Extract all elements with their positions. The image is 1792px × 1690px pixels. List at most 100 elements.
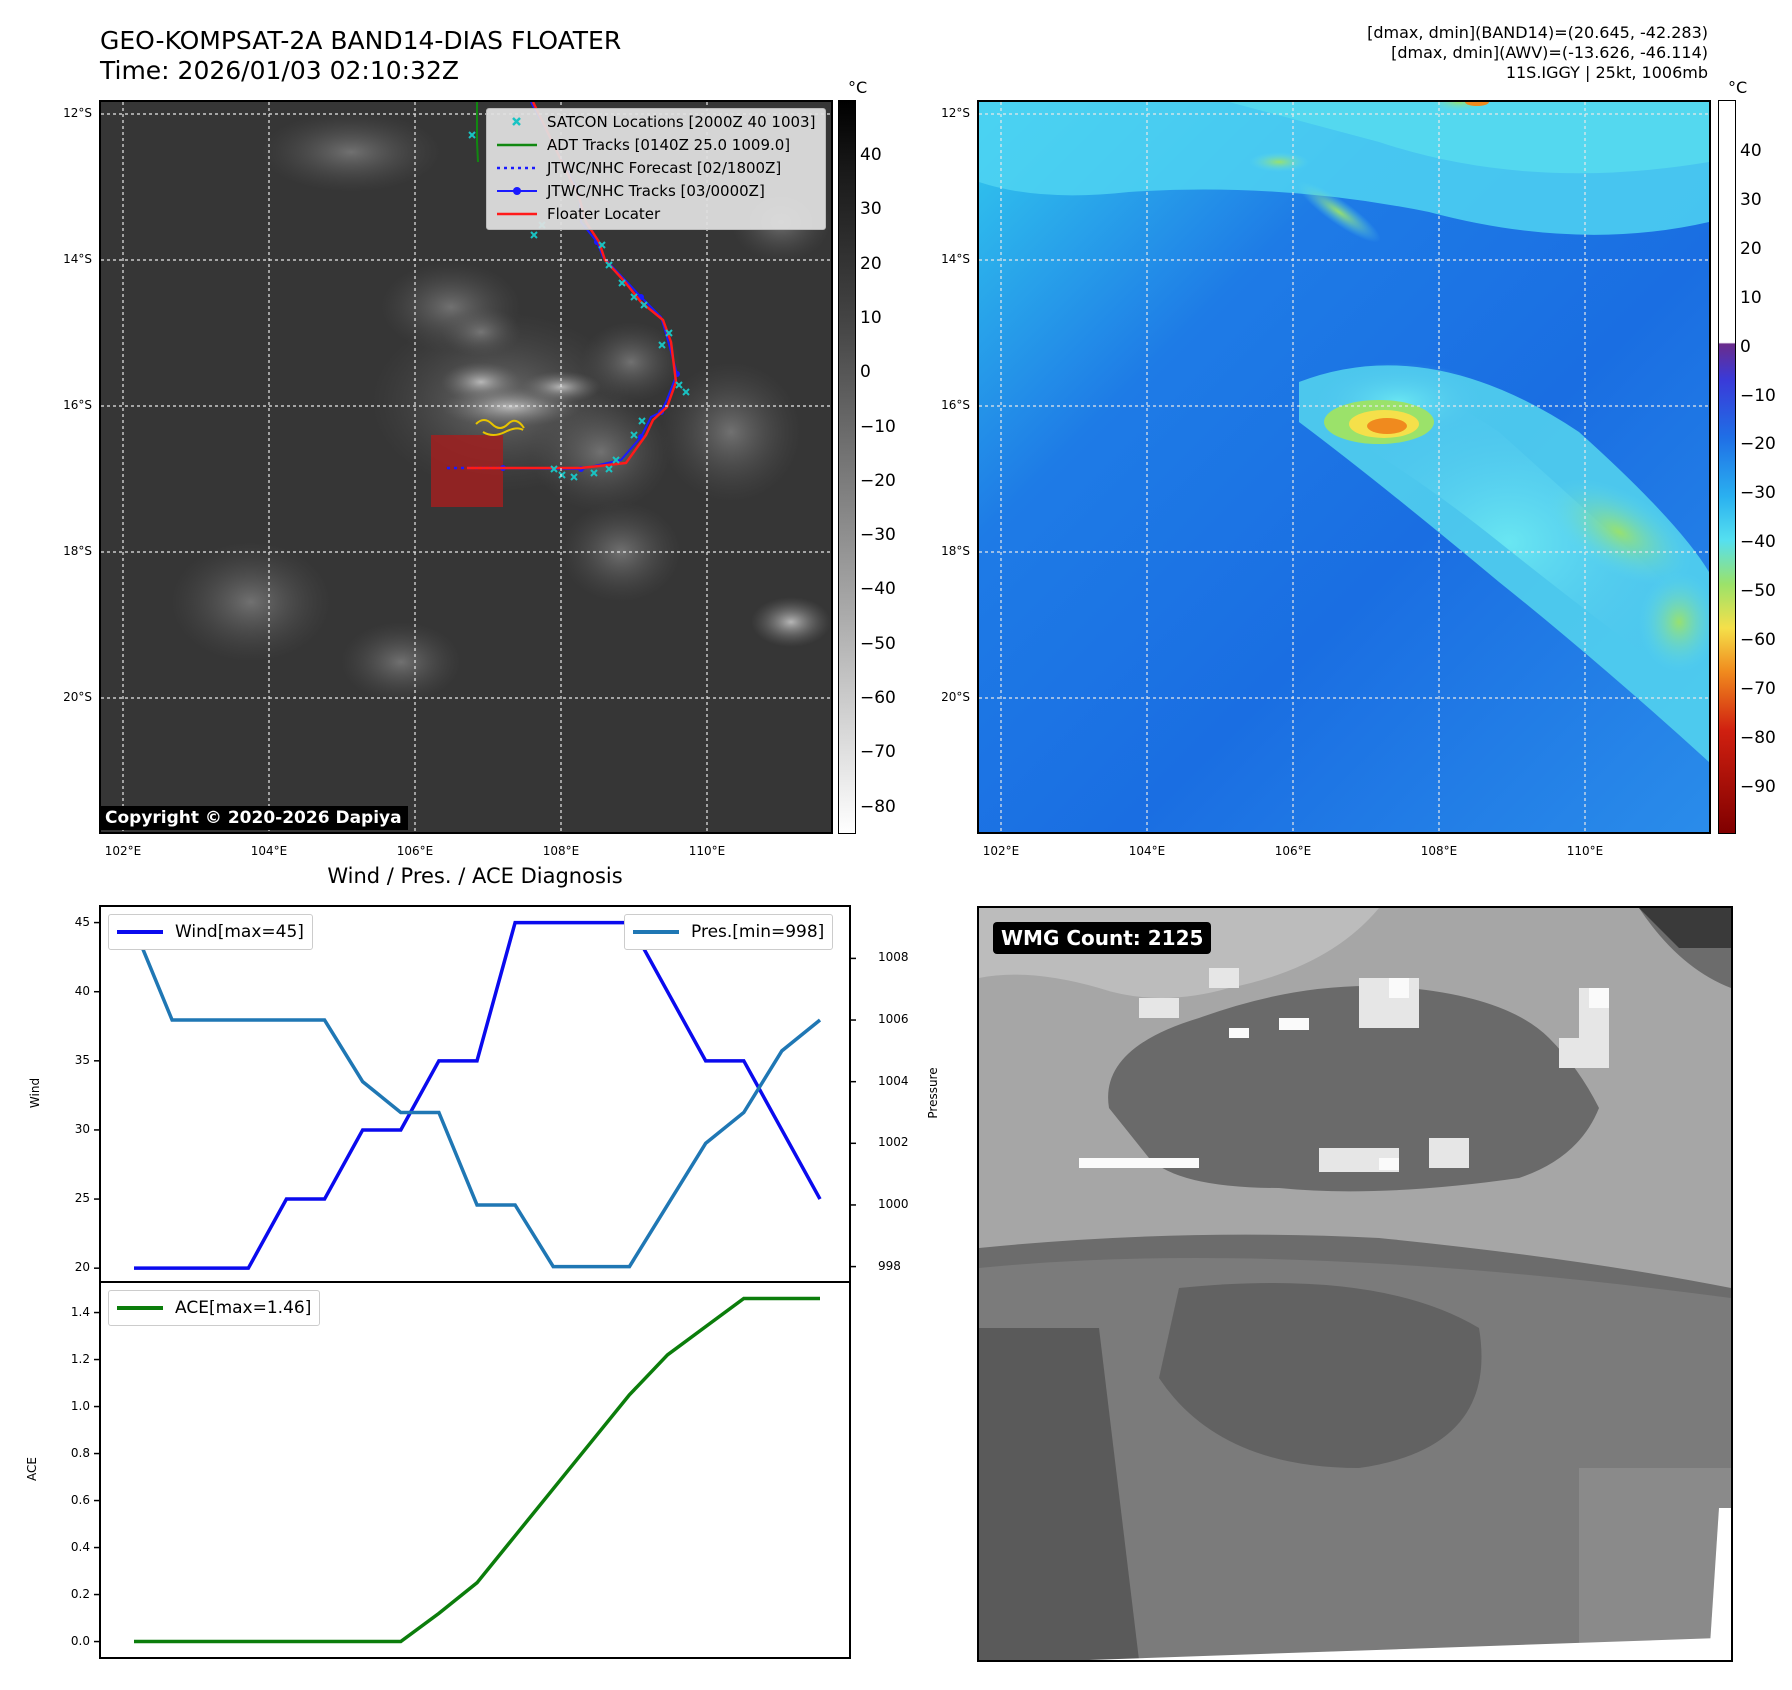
storm-info: 11S.IGGY | 25kt, 1006mb — [1505, 63, 1708, 82]
awv-colorbar-tick: 10 — [1740, 287, 1762, 308]
awv-colorbar-tick: −40 — [1740, 532, 1776, 553]
wind-ytick-label: 45 — [74, 914, 90, 929]
figure-title: GEO-KOMPSAT-2A BAND14-DIAS FLOATER — [100, 26, 622, 55]
stats-block: [dmax, dmin](BAND14)=(20.645, -42.283) [… — [1367, 23, 1708, 83]
awv-colorbar-tick: 40 — [1740, 141, 1762, 161]
cold-top-contour — [475, 419, 525, 436]
awv-lon-label: 106°E — [1274, 844, 1312, 858]
ir-colorbar-tick: −50 — [860, 633, 896, 654]
ace-ytick-label: 0.6 — [70, 1492, 90, 1507]
satcon-markers — [468, 131, 690, 481]
awv-lon-label: 110°E — [1566, 844, 1604, 858]
legend-floater: Floater Locater — [487, 203, 660, 225]
wind-legend-line-icon — [117, 930, 163, 934]
ir-lat-label: 20°S — [63, 690, 92, 704]
awv-colorbar — [1718, 100, 1736, 834]
ir-colorbar-tick: −10 — [860, 416, 896, 437]
figure-title-block: GEO-KOMPSAT-2A BAND14-DIAS FLOATER Time:… — [100, 26, 621, 86]
ir-colorbar-tick: 10 — [860, 307, 882, 328]
awv-colorbar-tick: −50 — [1740, 581, 1776, 602]
wind-ytick-label: 40 — [74, 983, 90, 998]
pressure-ytick-label: 998 — [878, 1258, 901, 1273]
legend-satcon: SATCON Locations [2000Z 40 1003] — [487, 111, 815, 133]
ir-colorbar-tick: −80 — [860, 796, 896, 817]
awv-gridlines — [979, 102, 1709, 832]
ace-legend: ACE[max=1.46] — [108, 1290, 321, 1326]
pressure-legend-line-icon — [633, 930, 679, 934]
ace-legend-line-icon — [117, 1306, 163, 1310]
ir-colorbar — [838, 100, 856, 834]
ir-lat-label: 16°S — [63, 398, 92, 412]
ir-lon-label: 106°E — [396, 844, 434, 858]
diagnosis-chart-title: Wind / Pres. / ACE Diagnosis — [327, 864, 623, 888]
ace-ytick-label: 0.2 — [70, 1586, 90, 1601]
awv-lat-label: 18°S — [941, 544, 970, 558]
awv-lon-label: 104°E — [1128, 844, 1166, 858]
awv-colorbar-tick: 20 — [1740, 238, 1762, 259]
awv-colorbar-tick: 30 — [1740, 189, 1762, 210]
ir-lon-label: 102°E — [104, 844, 142, 858]
ir-lat-label: 14°S — [63, 252, 92, 266]
red-line-icon — [487, 203, 547, 225]
pressure-ytick-label: 1008 — [878, 950, 909, 965]
ace-ytick-label: 0.0 — [70, 1633, 90, 1648]
adt-track — [476, 102, 479, 163]
pressure-ytick-label: 1006 — [878, 1012, 909, 1027]
awv-colorbar-tick: −10 — [1740, 385, 1776, 406]
jtwc-track — [502, 102, 679, 471]
ir-colorbar-tick: 0 — [860, 362, 871, 383]
pressure-series-line — [132, 926, 822, 1269]
awv-colorbar-tick: −20 — [1740, 434, 1776, 455]
ace-ytick-label: 1.2 — [70, 1351, 90, 1366]
ir-colorbar-tick: −70 — [860, 742, 896, 763]
ace-axes-frame — [99, 1281, 851, 1659]
legend-forecast: JTWC/NHC Forecast [02/1800Z] — [487, 157, 781, 179]
awv-lon-label: 108°E — [1420, 844, 1458, 858]
wmg-panel: WMG Count: 2125 — [977, 906, 1733, 1662]
ir-lon-label: 108°E — [542, 844, 580, 858]
wmg-count-badge: WMG Count: 2125 — [993, 922, 1212, 954]
legend-adt: ADT Tracks [0140Z 25.0 1009.0] — [487, 134, 790, 156]
awv-map-image — [979, 102, 1709, 832]
wind-series-line — [134, 920, 822, 1270]
green-line-icon — [487, 134, 547, 156]
ir-lat-label: 12°S — [63, 106, 92, 120]
x-marker-icon — [487, 111, 547, 133]
ir-colorbar-tick: −40 — [860, 579, 896, 600]
wind-ytick-label: 35 — [74, 1052, 90, 1067]
ir-colorbar-unit: °C — [848, 78, 868, 97]
wind-axis-title: Wind — [28, 1077, 42, 1109]
awv-colorbar-tick: −30 — [1740, 483, 1776, 504]
ace-series-line — [134, 1296, 820, 1644]
awv-colorbar-tick: −60 — [1740, 630, 1776, 650]
wind-ytick-label: 30 — [74, 1121, 90, 1136]
awv-colorbar-tick: −80 — [1740, 727, 1776, 748]
wmg-image — [979, 908, 1731, 1660]
wind-ytick-label: 25 — [74, 1191, 90, 1206]
ace-ytick-label: 0.4 — [70, 1539, 90, 1554]
ace-ytick-label: 1.0 — [70, 1398, 90, 1413]
pressure-legend: Pres.[min=998] — [624, 914, 834, 950]
ace-ytick-label: 0.8 — [70, 1445, 90, 1460]
awv-lat-label: 20°S — [941, 690, 970, 704]
awv-lon-label: 102°E — [982, 844, 1020, 858]
awv-lat-label: 14°S — [941, 252, 970, 266]
ir-lon-label: 104°E — [250, 844, 288, 858]
awv-colorbar-tick: −70 — [1740, 678, 1776, 699]
pressure-ytick-label: 1002 — [878, 1135, 909, 1150]
line-dot-icon — [487, 180, 547, 202]
ir-colorbar-tick: 20 — [860, 253, 882, 274]
wind-legend: Wind[max=45] — [108, 914, 313, 950]
ace-axis-title: ACE — [25, 1457, 39, 1481]
pressure-axis-title: Pressure — [926, 1067, 940, 1119]
awv-colorbar-tick: −90 — [1740, 776, 1776, 797]
stats-awv: [dmax, dmin](AWV)=(-13.626, -46.114) — [1391, 43, 1708, 62]
ir-colorbar-tick: −20 — [860, 470, 896, 491]
pressure-ytick-label: 1004 — [878, 1073, 909, 1088]
ir-colorbar-tick: 30 — [860, 199, 882, 220]
wind-pres-axes-frame — [99, 905, 851, 1283]
wind-ytick-label: 20 — [74, 1260, 90, 1275]
legend-jtwc: JTWC/NHC Tracks [03/0000Z] — [487, 180, 765, 202]
ace-ytick-label: 1.4 — [70, 1304, 90, 1319]
figure-time: Time: 2026/01/03 02:10:32Z — [100, 56, 459, 85]
